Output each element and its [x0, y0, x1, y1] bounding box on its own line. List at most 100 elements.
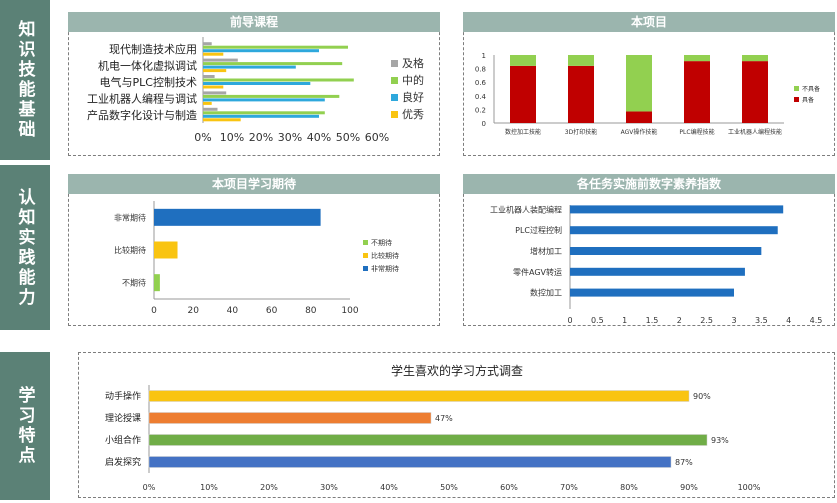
x-tick-label: 50%	[336, 131, 360, 144]
panel-learning-expectation: 0 20 40 60 80 100 非常期待 比较期待 不期待 不期待 比较期待 非常期待	[68, 184, 440, 326]
category-label: 数控加工技能	[505, 128, 541, 136]
bar	[570, 247, 762, 255]
bar	[570, 226, 778, 235]
bar	[570, 205, 784, 214]
section-label-practice: 认知实践能力	[0, 165, 50, 330]
data-label: 47%	[435, 414, 453, 423]
panel-title-learning-expectation: 本项目学习期待	[68, 174, 440, 194]
x-tick-label: 3.5	[755, 316, 768, 325]
bar	[203, 118, 241, 122]
category-label: 零件AGV转运	[513, 267, 562, 277]
legend-swatch	[363, 240, 368, 245]
bar	[203, 58, 238, 62]
y-tick-label: 0.4	[475, 93, 487, 101]
category-label: 数控加工	[530, 288, 562, 298]
bar	[203, 42, 212, 46]
category-label: PLC过程控制	[515, 225, 562, 235]
bar-segment	[510, 55, 536, 66]
panel-title-prior-courses: 前导课程	[68, 12, 440, 32]
legend-label: 优秀	[402, 108, 424, 121]
category-label: 产品数字化设计与制造	[87, 108, 197, 122]
bar	[203, 82, 311, 85]
bar	[203, 111, 325, 115]
x-tick-label: 4	[786, 316, 791, 325]
bar	[154, 274, 160, 292]
category-label: 工业机器人装配编程	[490, 204, 562, 214]
bar	[570, 288, 734, 297]
legend-label: 不期待	[371, 238, 392, 247]
bar	[203, 85, 224, 89]
category-label: 小组合作	[105, 434, 141, 446]
x-tick-label: 40	[227, 306, 239, 316]
x-tick-label: 20%	[249, 131, 273, 144]
chart-this-project: 0 0.2 0.4 0.6 0.8 1 数控加工技能 3D打印技能 AGV操作技能 PLC编程技能…	[475, 52, 820, 136]
bar	[203, 75, 215, 78]
x-tick-label: 0	[151, 306, 157, 316]
category-label: 增材加工	[530, 246, 562, 256]
bar	[154, 208, 321, 226]
y-tick-label: 0.6	[475, 79, 487, 87]
x-tick-label: 100	[341, 306, 358, 316]
bar-segment	[626, 55, 652, 112]
bar-segment	[684, 55, 710, 62]
x-tick-label: 10%	[200, 483, 218, 492]
bar	[203, 62, 343, 66]
category-label: 工业机器人编程与调试	[87, 91, 197, 105]
y-tick-label: 0.8	[475, 66, 486, 74]
bar	[203, 49, 319, 53]
x-tick-label: 10%	[220, 131, 244, 144]
section-label-learning: 学习特点	[0, 352, 50, 500]
bar-segment	[626, 111, 652, 123]
legend-label: 非常期待	[371, 264, 399, 273]
chart-prior-courses: 0% 10% 20% 30% 40% 50% 60% 现代制造技术应用机电一体化虚拟调试电气与…	[87, 37, 424, 144]
bar	[148, 456, 672, 468]
legend-label: 比较期待	[371, 251, 399, 260]
bar	[154, 241, 178, 259]
x-tick-label: 30%	[320, 483, 338, 492]
bar-segment	[742, 61, 768, 123]
bar	[203, 78, 354, 82]
y-tick-label: 0.2	[475, 106, 486, 114]
legend-label: 不具备	[802, 85, 820, 93]
legend-swatch	[391, 111, 398, 118]
x-tick-label: 40%	[380, 483, 398, 492]
bar	[203, 91, 227, 95]
legend-swatch	[363, 253, 368, 258]
legend-swatch	[363, 266, 368, 271]
panel-digital-literacy: 0 0.5 1 1.5 2 2.5 3 3.5 4 4.5 工业机器人装配编程 PLC过程控制 增材加工…	[463, 184, 835, 326]
category-label: 3D打印技能	[565, 128, 597, 136]
x-tick-label: 0.5	[591, 316, 604, 325]
x-tick-label: 60%	[500, 483, 518, 492]
category-label: 不期待	[122, 278, 146, 288]
bar	[203, 69, 227, 73]
chart-learning-style: 学生喜欢的学习方式调查 0% 10% 20% 30% 40% 50% 60% 70% 80% 90%…	[105, 363, 761, 492]
x-tick-label: 2.5	[700, 316, 713, 325]
bar	[203, 94, 340, 98]
x-tick-label: 2	[677, 316, 682, 325]
legend-swatch	[391, 77, 398, 84]
data-label: 87%	[675, 458, 693, 467]
x-tick-label: 20	[187, 306, 199, 316]
bar	[203, 114, 319, 118]
legend-label: 中的	[402, 73, 424, 87]
x-tick-label: 70%	[560, 483, 578, 492]
panel-title-digital-literacy: 各任务实施前数字素养指数	[463, 174, 835, 194]
category-label: 启发探究	[105, 456, 141, 468]
y-tick-label: 1	[482, 52, 486, 60]
bar-segment	[742, 55, 768, 62]
bar	[148, 434, 708, 446]
x-tick-label: 1	[622, 316, 627, 325]
bar-segment	[510, 65, 536, 123]
x-tick-label: 60%	[365, 131, 389, 144]
bar	[148, 390, 690, 402]
category-label: 比较期待	[114, 245, 146, 255]
legend-label: 具备	[802, 96, 814, 104]
bar-segment	[568, 65, 594, 123]
panel-title-this-project: 本项目	[463, 12, 835, 32]
data-label: 90%	[693, 392, 711, 401]
legend-swatch	[794, 97, 799, 102]
legend-swatch	[391, 60, 398, 67]
panel-this-project: 0 0.2 0.4 0.6 0.8 1 数控加工技能 3D打印技能 AGV操作技能 PLC编程技能…	[463, 22, 835, 156]
x-tick-label: 0%	[143, 483, 156, 492]
bar	[570, 267, 745, 276]
